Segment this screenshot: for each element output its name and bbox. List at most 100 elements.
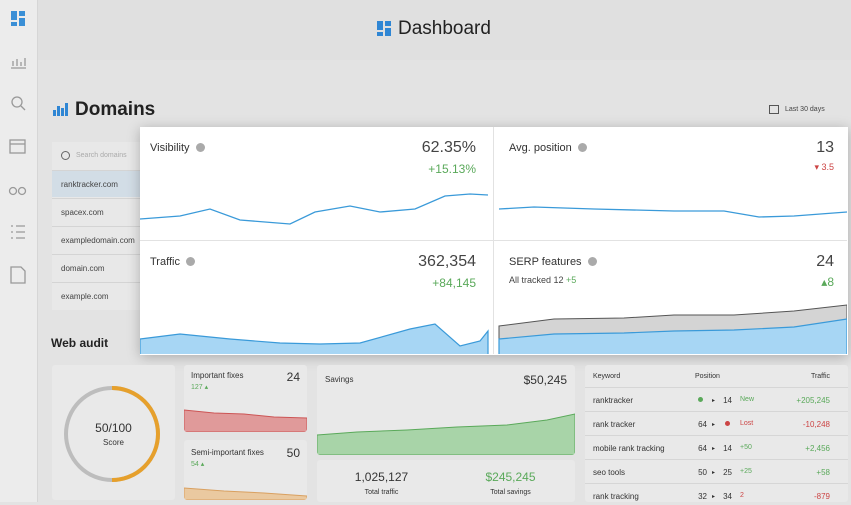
card-value: 50 [286, 446, 300, 460]
arrow: ▸ [712, 446, 716, 452]
sparkline [140, 193, 489, 225]
totals-card: 1,025,127 Total traffic $245,245 Total s… [317, 460, 575, 502]
score-card: 50/100 Score [52, 365, 175, 500]
metric-card: Traffic 362,354 +84,145 [140, 241, 494, 354]
position-change: +25 [740, 468, 752, 475]
arrow: ▸ [712, 422, 716, 428]
change-text: 3.5 [821, 162, 834, 172]
search-box[interactable]: Search domains [76, 152, 127, 159]
score-value: 50/100 [95, 421, 132, 435]
sub-change: +5 [566, 275, 577, 285]
total-label: Total traffic [364, 489, 399, 496]
domain-item[interactable]: exampledomain.com [52, 226, 140, 253]
domain-item[interactable]: example.com [52, 282, 140, 309]
metric-value: 62.35% [421, 139, 476, 156]
fixes-card: Important fixes 24 127 ▴ [184, 365, 307, 432]
domain-item[interactable]: spacex.com [52, 198, 140, 225]
search-icon [61, 151, 70, 160]
domains-icon [53, 103, 68, 116]
sidebar [0, 0, 38, 502]
position-new: 34 [723, 492, 732, 501]
metric-label: Avg. position [509, 142, 587, 154]
metric-label: Traffic [150, 256, 195, 268]
section-title: Domains [75, 99, 156, 120]
area-chart [184, 409, 307, 432]
page-title: Dashboard [398, 18, 491, 39]
metric-sub: All tracked 12 +5 [509, 275, 576, 285]
dashboard-icon [377, 21, 391, 36]
total-value: 1,025,127 [354, 470, 409, 484]
keyword-row[interactable]: rank tracker 64 ▸ Lost -10,248 [585, 411, 848, 436]
score-label: Score [103, 438, 124, 447]
top-bar [38, 0, 851, 60]
savings-card: Savings $50,245 [317, 365, 575, 455]
keyword-table: Keyword Position Traffic ranktracker ▸ 14 N… [585, 365, 848, 502]
card-value: 24 [286, 370, 300, 384]
metric-label: Visibility [150, 142, 205, 154]
total-value: $245,245 [485, 470, 536, 484]
domain-item[interactable]: ranktracker.com [52, 170, 140, 197]
position-old: 50 [698, 468, 707, 477]
area-chart [140, 323, 489, 354]
position-new: 14 [723, 444, 732, 453]
keyword-row[interactable]: rank tracking 32 ▸ 34 2 -879 [585, 483, 848, 502]
card-value: $50,245 [523, 373, 567, 387]
traffic-change: +58 [816, 468, 830, 477]
arrow: ▸ [712, 494, 716, 500]
metric-card: Avg. position 13 ▾ 3.5 [494, 127, 847, 241]
metric-label: SERP features [509, 256, 597, 268]
card-label: Savings [325, 375, 354, 384]
metric-change: +15.13% [428, 162, 476, 176]
traffic-change: -879 [813, 492, 830, 501]
area-chart [317, 413, 575, 455]
sidebar-icons [8, 11, 27, 284]
position-change: 2 [740, 492, 744, 499]
card-sub: 54 ▴ [191, 461, 205, 468]
position-old: 64 [698, 420, 707, 429]
arrow: ▸ [712, 470, 716, 476]
keyword-row[interactable]: mobile rank tracking 64 ▸ 14 +50 +2,456 [585, 435, 848, 460]
position-old: 64 [698, 444, 707, 453]
column-header: Keyword [593, 373, 621, 380]
card-sub: 127 ▴ [191, 384, 209, 391]
card-label: Semi-important fixes [191, 448, 264, 457]
metric-change: ▴8 [821, 275, 834, 289]
calendar-icon [769, 105, 779, 114]
keyword-row[interactable]: seo tools 50 ▸ 25 +25 +58 [585, 459, 848, 484]
metric-card: SERP features All tracked 12 +5 24 ▴8 [494, 241, 847, 354]
column-header: Position [695, 373, 720, 380]
total-label: Total savings [490, 489, 531, 496]
metric-change: +84,145 [432, 276, 476, 290]
keyword-row[interactable]: ranktracker ▸ 14 New +205,245 [585, 387, 848, 412]
score-gauge [64, 386, 160, 482]
position-new: 25 [723, 468, 732, 477]
sub-text: 54 [191, 461, 199, 468]
metric-value: 362,354 [418, 253, 476, 270]
sub-text: 127 [191, 384, 203, 391]
domain-item[interactable]: domain.com [52, 254, 140, 281]
keyword: mobile rank tracking [593, 444, 665, 453]
label-text: Avg. position [509, 142, 572, 154]
traffic-change: -10,248 [802, 420, 830, 429]
change-text: 8 [827, 275, 834, 289]
label-text: SERP features [509, 256, 582, 268]
position-change: New [740, 396, 755, 403]
position-change: +50 [740, 444, 752, 451]
keyword: rank tracker [593, 420, 636, 429]
status-dot [725, 421, 730, 426]
position-old: 32 [698, 492, 707, 501]
card-label: Important fixes [191, 371, 244, 380]
position-new: 14 [723, 396, 732, 405]
position-change: Lost [740, 420, 754, 427]
traffic-change: +2,456 [805, 444, 830, 453]
label-text: Traffic [150, 256, 180, 268]
metric-value: 13 [816, 139, 834, 156]
metric-value: 24 [816, 253, 834, 270]
keyword: seo tools [593, 468, 626, 477]
area-chart [184, 487, 307, 500]
period-select[interactable]: Last 30 days [785, 106, 825, 113]
sub-text: All tracked 12 [509, 275, 564, 285]
arrow: ▸ [712, 398, 716, 404]
section-title: Web audit [51, 336, 109, 350]
